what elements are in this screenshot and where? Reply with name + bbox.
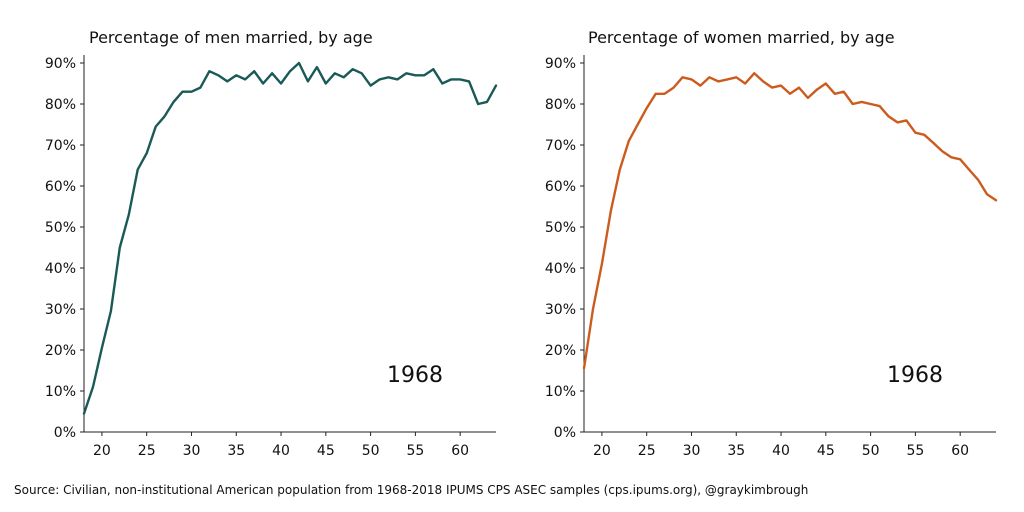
x-tick-label-men: 50 xyxy=(362,443,380,459)
x-tick-label-women: 45 xyxy=(817,443,835,459)
y-tick-label-men: 80% xyxy=(45,97,76,113)
women-married-chart: Percentage of women married, by age 1968… xyxy=(545,28,998,459)
y-tick-label-women: 50% xyxy=(545,220,576,236)
x-tick-label-men: 60 xyxy=(451,443,469,459)
y-tick-label-men: 20% xyxy=(45,343,76,359)
y-tick-label-men: 30% xyxy=(45,302,76,318)
x-tick-label-men: 40 xyxy=(272,443,290,459)
chart-title-men: Percentage of men married, by age xyxy=(89,28,373,47)
year-label-women: 1968 xyxy=(887,363,943,388)
y-tick-label-men: 10% xyxy=(45,384,76,400)
men-married-chart: Percentage of men married, by age 1968 0… xyxy=(45,28,498,459)
y-tick-label-women: 70% xyxy=(545,138,576,154)
x-tick-label-women: 35 xyxy=(727,443,745,459)
x-tick-label-men: 25 xyxy=(138,443,156,459)
y-tick-label-women: 90% xyxy=(545,56,576,72)
x-tick-label-men: 20 xyxy=(93,443,111,459)
x-tick-label-women: 20 xyxy=(593,443,611,459)
x-tick-label-men: 45 xyxy=(317,443,335,459)
source-note: Source: Civilian, non-institutional Amer… xyxy=(14,483,809,497)
y-tick-label-men: 40% xyxy=(45,261,76,277)
x-tick-label-women: 50 xyxy=(862,443,880,459)
y-tick-label-women: 40% xyxy=(545,261,576,277)
x-tick-label-men: 35 xyxy=(227,443,245,459)
x-tick-label-men: 55 xyxy=(406,443,424,459)
x-tick-label-women: 55 xyxy=(906,443,924,459)
y-tick-label-men: 50% xyxy=(45,220,76,236)
y-tick-label-men: 60% xyxy=(45,179,76,195)
y-tick-label-men: 70% xyxy=(45,138,76,154)
y-tick-label-men: 0% xyxy=(54,425,76,441)
y-tick-label-women: 60% xyxy=(545,179,576,195)
chart-title-women: Percentage of women married, by age xyxy=(588,28,895,47)
y-tick-label-women: 0% xyxy=(554,425,576,441)
series-line-men xyxy=(82,61,498,415)
x-tick-label-women: 30 xyxy=(683,443,701,459)
y-tick-label-women: 20% xyxy=(545,343,576,359)
y-tick-label-women: 80% xyxy=(545,97,576,113)
x-tick-label-women: 60 xyxy=(951,443,969,459)
y-tick-label-women: 10% xyxy=(545,384,576,400)
x-tick-label-women: 40 xyxy=(772,443,790,459)
x-tick-label-men: 30 xyxy=(183,443,201,459)
series-line-women xyxy=(582,72,998,370)
y-tick-label-women: 30% xyxy=(545,302,576,318)
y-tick-label-men: 90% xyxy=(45,56,76,72)
x-tick-label-women: 25 xyxy=(638,443,656,459)
year-label-men: 1968 xyxy=(387,363,443,388)
